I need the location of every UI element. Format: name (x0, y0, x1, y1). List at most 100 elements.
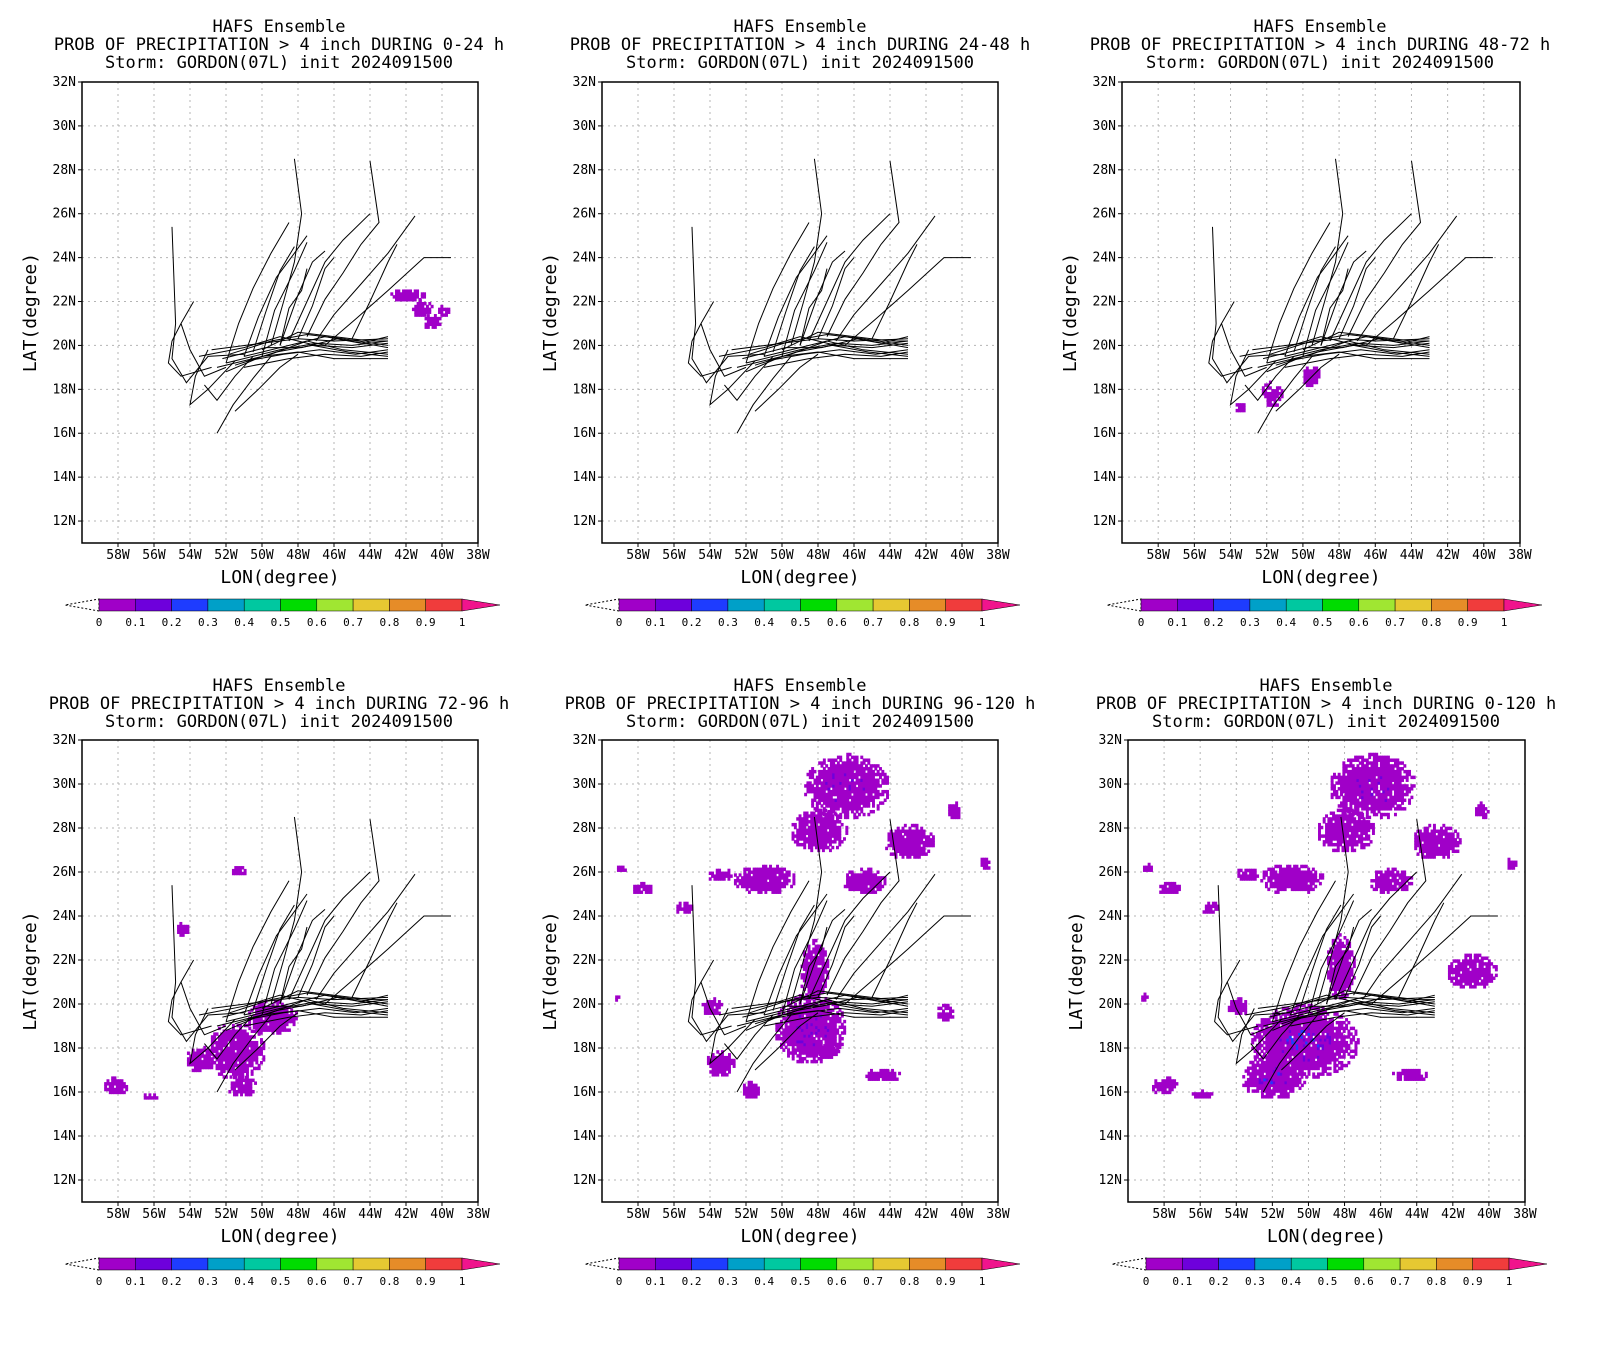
precip-cell (889, 840, 893, 845)
precip-cell (764, 867, 768, 872)
precip-cell (717, 1005, 721, 1010)
precip-cell (831, 820, 835, 824)
precip-cell (764, 881, 768, 886)
precip-cell (929, 840, 933, 845)
precip-cell (431, 316, 435, 321)
precip-cell (819, 808, 823, 813)
precip-cell (690, 904, 694, 909)
precip-cell (676, 910, 680, 914)
precip-cell (872, 789, 875, 794)
precip-cell (224, 1058, 228, 1062)
precip-cell (833, 1034, 837, 1038)
precip-cell (920, 826, 924, 831)
precip-cell (235, 1078, 239, 1083)
precip-cell (1340, 801, 1343, 805)
precip-cell (1305, 380, 1309, 385)
precip-cell (1309, 1015, 1313, 1019)
precip-cell (850, 789, 854, 794)
precip-cell (862, 784, 866, 788)
x-tick-label: 44W (878, 1207, 902, 1222)
precip-cell (743, 876, 747, 880)
precip-cell (701, 1002, 705, 1007)
precip-cell (236, 868, 240, 873)
precip-cell (826, 1034, 830, 1038)
precip-cell (1309, 1035, 1313, 1039)
colorbar-tick-label: 0 (616, 616, 623, 629)
precip-cell (1281, 1012, 1285, 1016)
precip-cell (715, 1005, 719, 1010)
precip-cell (803, 1028, 807, 1032)
precip-cell (850, 764, 854, 768)
precip-cell (798, 996, 802, 1001)
precip-cell (416, 313, 420, 317)
precip-cell (1300, 1043, 1304, 1048)
precip-cell (759, 884, 763, 889)
precip-cell (816, 990, 820, 994)
precip-cell (1321, 1060, 1325, 1065)
precip-cell (818, 792, 822, 797)
precip-cell (1321, 1006, 1325, 1011)
precip-cell (716, 1050, 720, 1054)
precip-cell (1342, 787, 1346, 791)
precip-cell (857, 879, 861, 883)
precip-cell (233, 1081, 236, 1085)
precip-cell (840, 1025, 844, 1030)
precip-cell (840, 1042, 844, 1047)
precip-cell (803, 1025, 807, 1030)
precip-cell (800, 825, 804, 830)
precip-cell (789, 1039, 793, 1044)
precip-cell (104, 1087, 108, 1092)
precip-cell (1277, 1032, 1281, 1036)
precip-cell (1277, 1083, 1281, 1088)
precip-cell (1286, 1086, 1290, 1090)
precip-cell (826, 1037, 830, 1041)
precip-cell (191, 1068, 195, 1073)
precip-cell (1288, 1035, 1292, 1039)
precip-cell (1266, 403, 1270, 407)
precip-cell (815, 1008, 819, 1012)
precip-cell (1256, 1089, 1260, 1093)
precip-cell (249, 1081, 253, 1085)
colorbar-tick-label: 0.2 (162, 616, 182, 629)
precip-cell (257, 1046, 261, 1051)
precip-cell (1321, 1063, 1325, 1068)
precip-cell (839, 755, 843, 760)
precip-cell (1305, 1018, 1309, 1022)
precip-cell (1300, 1020, 1304, 1025)
precip-cell (1338, 1020, 1341, 1025)
y-tick-label: 22N (1093, 295, 1116, 310)
precip-cell (871, 884, 875, 889)
precip-cell (727, 877, 731, 881)
precip-cell (1331, 987, 1335, 991)
precip-cell (850, 767, 854, 771)
precip-cell (869, 775, 873, 780)
precip-cell (1351, 775, 1355, 780)
precip-cell (791, 1048, 795, 1052)
precip-cell (220, 1035, 224, 1039)
precip-cell (829, 801, 833, 805)
precip-cell (862, 881, 866, 886)
precip-cell (825, 795, 829, 800)
precip-cell (1273, 389, 1277, 393)
precip-cell (1270, 1040, 1273, 1045)
precip-cell (869, 772, 873, 777)
precip-cell (784, 1037, 788, 1041)
precip-cell (891, 1071, 895, 1076)
precip-cell (1284, 1089, 1288, 1093)
precip-cell (812, 1054, 816, 1058)
precip-cell (1253, 1057, 1257, 1062)
precip-cell (725, 1064, 729, 1068)
precip-cell (872, 795, 875, 800)
y-tick-label: 24N (1093, 251, 1116, 266)
precip-cell (1272, 1089, 1276, 1093)
precip-cell (800, 842, 804, 847)
precip-cell (1277, 1040, 1281, 1045)
precip-cell (1298, 1058, 1302, 1062)
precip-cell (1316, 1066, 1320, 1071)
precip-cell (1316, 1060, 1320, 1065)
precip-cell (846, 784, 850, 788)
precip-cell (862, 887, 866, 892)
precip-cell (884, 1068, 887, 1073)
precip-cell (424, 325, 428, 329)
precip-cell (876, 884, 880, 889)
